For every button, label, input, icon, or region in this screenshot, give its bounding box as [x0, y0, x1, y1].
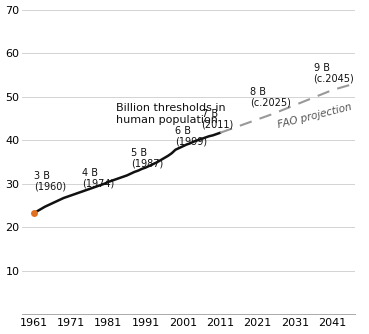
Text: 8 B
(c.2025): 8 B (c.2025) [250, 87, 291, 108]
Text: 3 B
(1960): 3 B (1960) [34, 171, 66, 191]
Text: 7 B
(2011): 7 B (2011) [201, 109, 234, 130]
Text: 9 B
(c.2045): 9 B (c.2045) [314, 63, 354, 84]
Text: FAO projection: FAO projection [276, 102, 352, 130]
Text: 6 B
(1999): 6 B (1999) [176, 126, 208, 147]
Text: Billion thresholds in
human population: Billion thresholds in human population [116, 103, 225, 125]
Text: 4 B
(1974): 4 B (1974) [82, 168, 114, 188]
Text: 5 B
(1987): 5 B (1987) [131, 148, 163, 168]
